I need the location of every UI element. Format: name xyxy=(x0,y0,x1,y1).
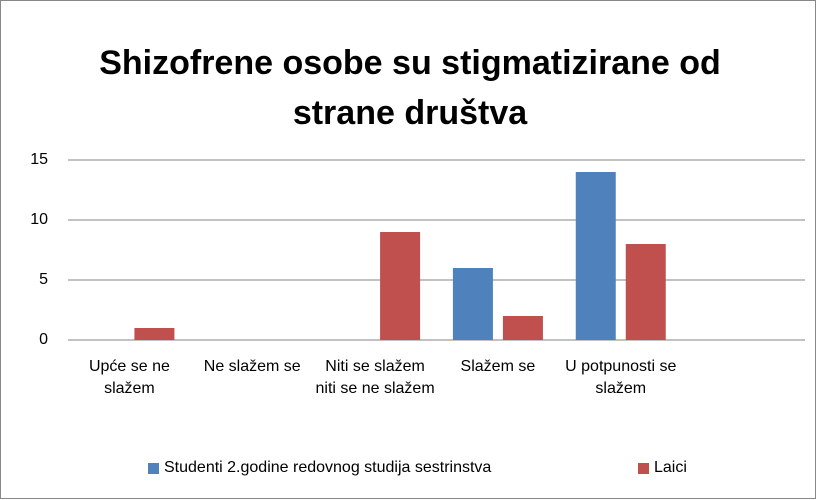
x-tick-label: U potpunosti se slažem xyxy=(565,358,677,397)
x-tick-label: Ne slažem se xyxy=(203,358,301,375)
bar xyxy=(380,232,421,340)
bar xyxy=(452,268,493,340)
legend-swatch xyxy=(638,463,649,474)
bar xyxy=(134,328,175,340)
bar xyxy=(502,316,543,340)
x-tick-label: Upće se ne slažem xyxy=(88,358,170,397)
y-tick-label: 5 xyxy=(39,271,48,288)
y-tick-label: 15 xyxy=(30,151,48,168)
legend-swatch xyxy=(148,463,159,474)
legend-label: Laici xyxy=(654,459,687,476)
x-tick-label: Niti se slažem niti se ne slažem xyxy=(315,358,435,397)
y-tick-label: 0 xyxy=(39,331,48,348)
x-tick-label: Slažem se xyxy=(460,358,536,375)
bar xyxy=(575,172,616,340)
legend-label: Studenti 2.godine redovnog studija sestr… xyxy=(164,459,492,476)
y-tick-label: 10 xyxy=(30,211,48,228)
bar xyxy=(625,244,666,340)
chart-title: Shizofrene osobe su stigmatizirane od st… xyxy=(99,44,721,132)
